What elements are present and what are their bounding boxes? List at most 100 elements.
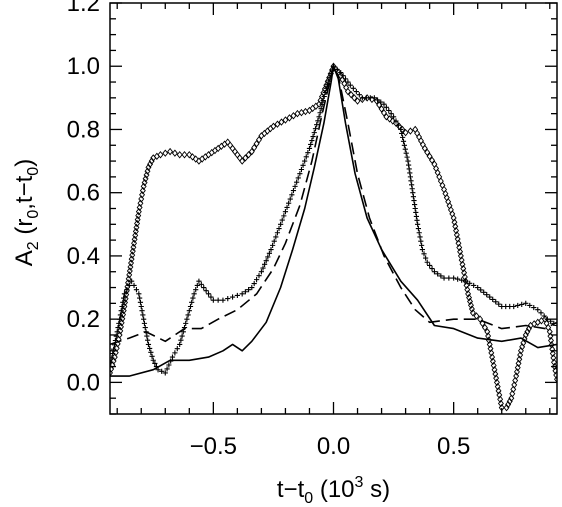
series-4-point [117,327,124,335]
series-4-point [135,207,142,216]
series-3-point [419,242,425,248]
series-4-point [522,331,529,339]
series-4-point [129,251,136,259]
series-4-point [348,90,355,99]
series-4-point [202,153,209,161]
x-title-base: t−t [277,476,305,503]
series-3-point [305,150,311,156]
series-4-point [485,336,492,344]
series-4-point [497,395,504,403]
series-4-point [162,149,169,157]
series-4-point [416,133,423,141]
series-4-point [378,105,385,113]
series-3-point [475,284,481,291]
series-3-point [178,337,184,343]
series-3-point [183,320,189,326]
y-tick-label: 0.8 [67,116,100,143]
series-4-point [451,218,458,226]
series-4-point [129,247,136,255]
series-4-point [459,260,466,269]
series-3-point [281,213,287,219]
series-3-point [511,303,517,310]
series-3-point [303,154,309,160]
series-3-point [531,304,537,311]
series-3-point [141,316,147,322]
series-3-point [427,262,433,269]
series-4-point [248,147,255,156]
series-4-point [433,164,440,173]
series-3-point [234,292,240,299]
series-4-point [208,148,215,157]
series-3-point [162,370,168,376]
series-4-point [118,323,124,331]
series-4-point [548,341,555,349]
series-4-point [231,147,238,156]
series-4-point [551,358,557,366]
series-4-point [516,355,523,363]
series-4-point [489,357,496,366]
series-4-point [457,252,464,260]
series-4-point [487,344,494,353]
series-4-point [546,328,553,336]
series-3-point [314,122,320,128]
series-4-point [354,97,361,105]
series-4-point [133,223,140,232]
series-4-point [171,149,178,157]
series-4-point [554,375,557,383]
series-4-point [122,298,128,307]
series-4-point [512,376,519,385]
series-4-point [462,277,469,285]
series-3-point [347,82,353,88]
series-3-point [319,102,325,108]
series-3-point [402,146,408,152]
y-title-base: A [11,250,38,266]
series-3-point [459,277,465,283]
series-3-point [229,294,236,300]
series-4-point [122,294,129,303]
series-4-point [493,378,500,387]
series-3-point [148,349,154,355]
series-4-point [465,290,472,298]
series-4-point [373,97,380,105]
series-4-point [344,87,351,96]
series-4-point [461,273,468,281]
series-3-point [147,345,153,351]
series-4-point [120,310,127,319]
series-4-point [467,297,473,306]
series-4-point [491,366,498,374]
series-4-point [176,151,183,159]
series-3-point [411,197,417,204]
series-3-point [315,118,321,124]
x-title-sup: 3 [355,474,364,491]
series-4-point [215,144,222,153]
series-3-point [412,201,418,208]
series-3-point [287,196,293,202]
series-3-point [191,291,197,297]
series-3-point [292,183,298,189]
series-4-point [479,319,486,328]
series-3-point [403,150,409,156]
series-3-point [193,287,199,293]
series-4-point [551,362,557,371]
series-4-point [229,144,236,153]
series-3-point [386,107,392,114]
series-4-point [221,140,228,148]
series-4-point [131,239,138,247]
series-4-point [137,199,144,207]
series-3-point [180,329,186,335]
series-3-point [239,291,245,297]
series-4-point [351,94,358,102]
series-4-point [114,340,121,348]
series-3-point [312,126,319,132]
y-title-mid2: ,t−t [11,175,38,209]
series-3-point [266,250,273,256]
series-4-point [135,211,142,220]
series-4-point [484,328,491,336]
series-3-point [406,162,412,168]
series-3-point [260,265,266,271]
series-4-point [457,247,464,256]
series-3-point [155,367,161,373]
series-3-point [210,297,216,303]
series-4-point [517,351,524,359]
series-3-point [136,291,142,297]
